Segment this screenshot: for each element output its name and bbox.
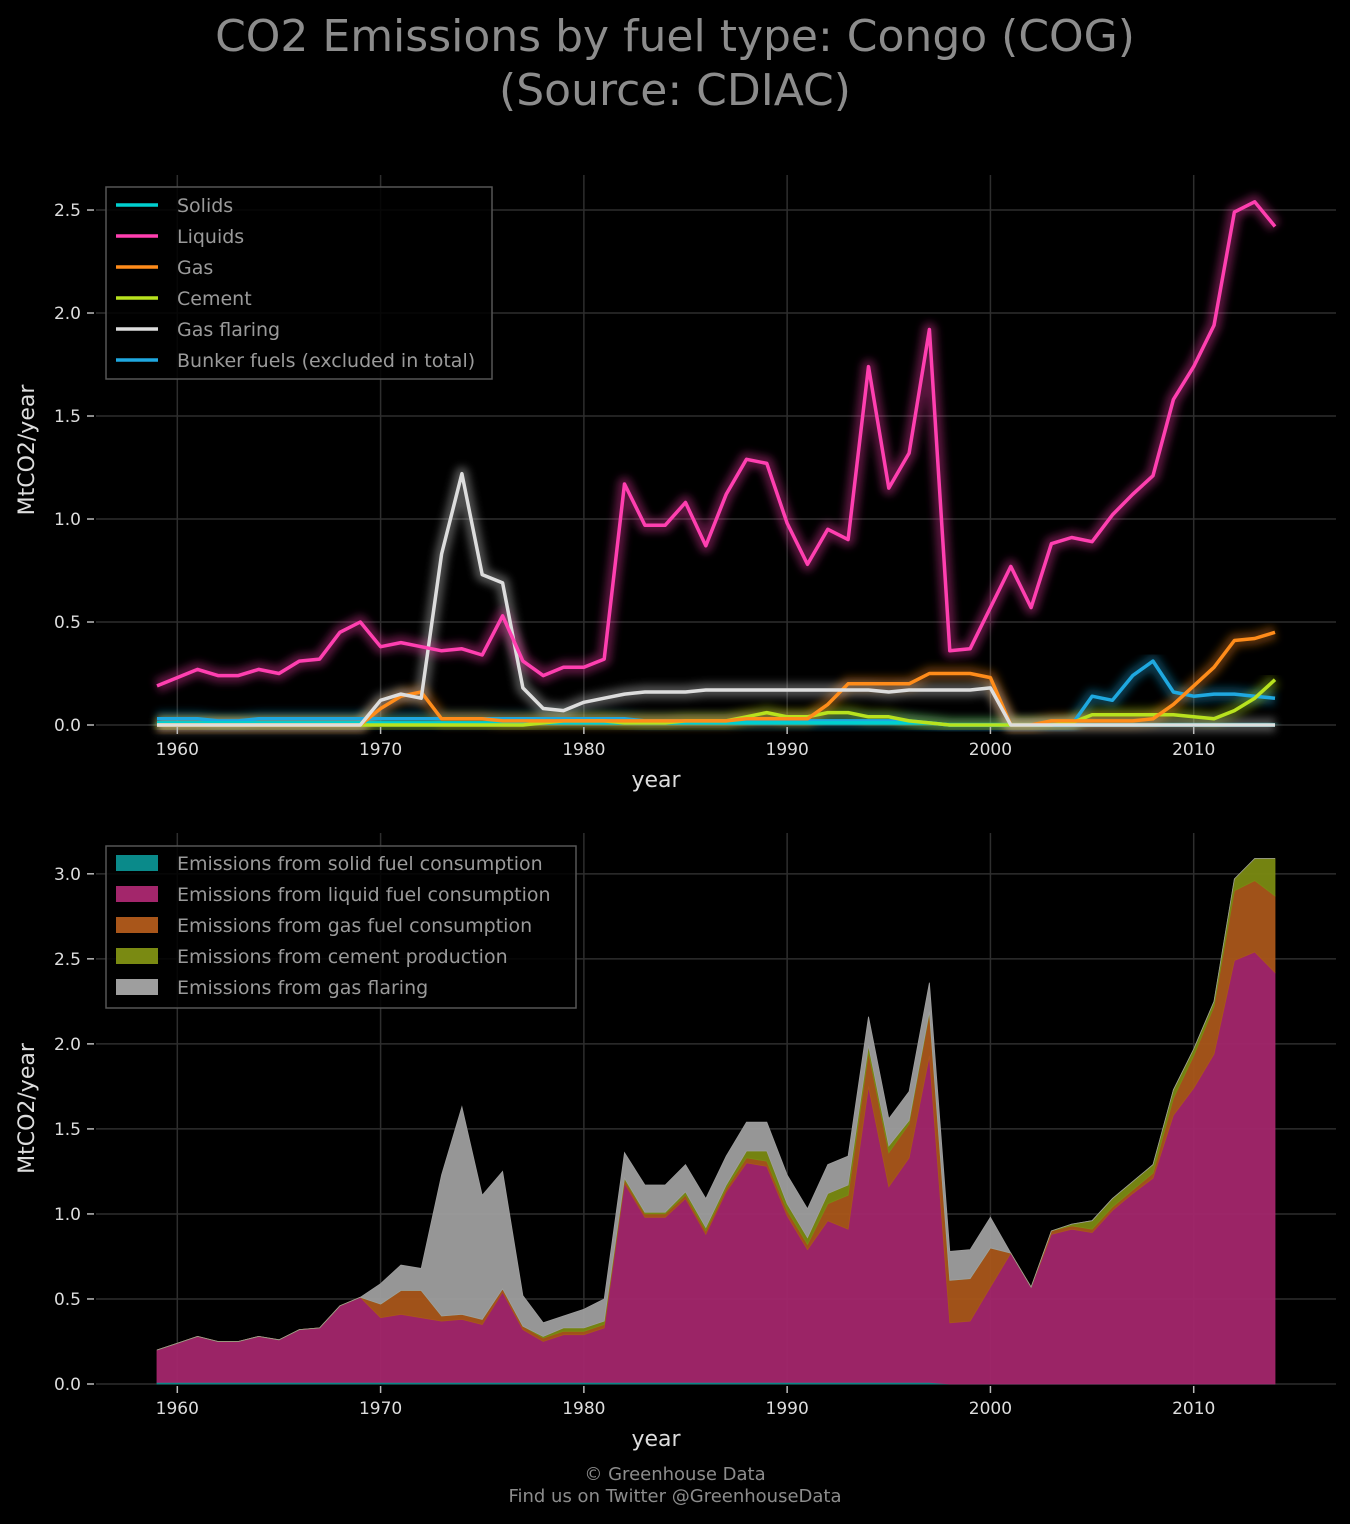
line-legend-label: Gas — [177, 257, 213, 279]
line-chart-ytick-label: 1.5 — [54, 407, 81, 427]
area-chart-ytick-label: 1.5 — [54, 1120, 81, 1140]
area-chart-ytick-label: 1.0 — [54, 1205, 81, 1225]
line-legend-label: Liquids — [177, 226, 244, 248]
area-chart-xtick-label: 1970 — [359, 1399, 402, 1419]
line-legend-frame — [105, 186, 493, 380]
area-legend-frame — [105, 845, 577, 1009]
area-legend-swatch — [116, 979, 158, 995]
series-line-4 — [157, 471, 1275, 727]
line-chart-xtick-label: 1990 — [766, 740, 809, 760]
footer-copyright: © Greenhouse Data — [584, 1464, 766, 1485]
line-chart-series-layer — [156, 200, 1277, 727]
line-chart-ytick-label: 2.5 — [54, 201, 81, 221]
area-legend-label: Emissions from solid fuel consumption — [177, 853, 543, 875]
area-chart-ylabel: MtCO2/year — [15, 1042, 40, 1174]
area-chart-xtick-label: 1960 — [156, 1399, 199, 1419]
line-chart-xtick-label: 1970 — [359, 740, 402, 760]
area-legend-label: Emissions from gas flaring — [177, 977, 428, 999]
line-chart-ytick-label: 1.0 — [54, 510, 81, 530]
area-legend-label: Emissions from liquid fuel consumption — [177, 884, 551, 906]
area-chart-xtick-label: 2010 — [1172, 1399, 1215, 1419]
stack-area-4 — [156, 858, 1275, 1351]
area-chart-xtick-label: 2000 — [969, 1399, 1012, 1419]
line-chart-legend: Solids Liquids Gas Cement Gas flaring Bunker … — [105, 186, 493, 380]
area-chart-ytick-label: 3.0 — [54, 865, 81, 885]
chart-title: CO2 Emissions by fuel type: Congo (COG) … — [0, 10, 1350, 118]
area-chart-ytick-label: 0.5 — [54, 1290, 81, 1310]
line-chart-xtick-label: 1960 — [156, 740, 199, 760]
line-legend-label: Cement — [177, 288, 252, 310]
footer-twitter: Find us on Twitter @GreenhouseData — [508, 1486, 842, 1507]
stack-area-1 — [156, 951, 1276, 1385]
line-chart-ytick-label: 0.5 — [54, 613, 81, 633]
series-line-1 — [156, 200, 1277, 688]
line-legend-label: Gas flaring — [177, 319, 280, 341]
line-chart-axes: 1960 1970 1980 1990 2000 2010 0.0 0.5 1.0 1.5 2.0 2… — [15, 201, 1215, 793]
area-chart-ytick-label: 0.0 — [54, 1375, 81, 1395]
area-legend-label: Emissions from cement production — [177, 946, 508, 968]
area-legend-swatch — [116, 917, 158, 933]
area-legend-swatch — [116, 886, 158, 902]
line-chart-xtick-label: 2000 — [969, 740, 1012, 760]
area-legend-swatch — [116, 855, 158, 871]
area-legend-swatch — [116, 948, 158, 964]
area-chart-legend: Emissions from solid fuel consumption Emi… — [105, 845, 577, 1009]
area-chart-xtick-label: 1980 — [562, 1399, 605, 1419]
chart-title-line1: CO2 Emissions by fuel type: Congo (COG) — [215, 11, 1135, 62]
area-chart-xtick-label: 1990 — [766, 1399, 809, 1419]
area-chart-series-layer — [156, 858, 1276, 1385]
line-chart-ylabel: MtCO2/year — [15, 384, 40, 516]
line-chart-xlabel: year — [631, 768, 681, 793]
footer: © Greenhouse Data Find us on Twitter @Gr… — [0, 1464, 1350, 1508]
area-chart-ytick-label: 2.5 — [54, 950, 81, 970]
area-chart-xlabel: year — [631, 1427, 681, 1452]
area-chart-axes: 1960 1970 1980 1990 2000 2010 0.0 0.5 1.0 1.5 2.0 2… — [15, 865, 1215, 1452]
line-legend-label: Solids — [177, 195, 233, 217]
area-legend-label: Emissions from gas fuel consumption — [177, 915, 532, 937]
chart-title-line2: (Source: CDIAC) — [499, 65, 851, 116]
area-chart-ytick-label: 2.0 — [54, 1035, 81, 1055]
line-chart-xtick-label: 2010 — [1172, 740, 1215, 760]
line-chart-xtick-label: 1980 — [562, 740, 605, 760]
line-legend-label: Bunker fuels (excluded in total) — [177, 350, 475, 372]
line-chart-ytick-label: 2.0 — [54, 304, 81, 324]
line-chart-ytick-label: 0.0 — [54, 716, 81, 736]
